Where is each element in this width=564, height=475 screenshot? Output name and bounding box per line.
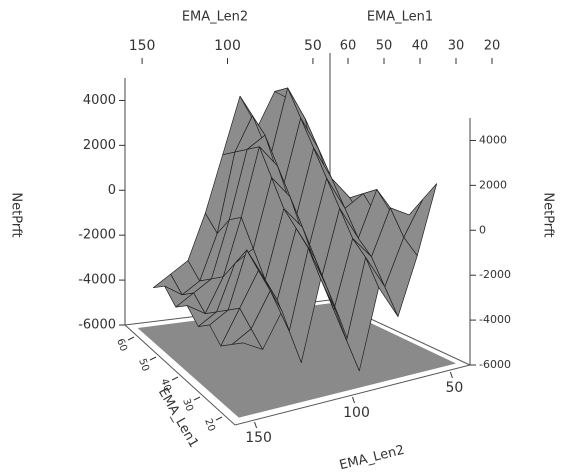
x-tick-label-bottom: 50 (446, 380, 464, 396)
y-tick-label-top: 50 (376, 39, 393, 54)
x-axis-title-bottom: EMA_Len2 (338, 443, 406, 474)
y-tick-label-top: 30 (448, 39, 465, 54)
z-tick-label: -4000 (78, 273, 116, 288)
y-tick-label-bottom: 40 (158, 377, 173, 393)
y-axis-title-top: EMA_Len1 (367, 10, 433, 25)
y-tick (127, 336, 135, 341)
x-tick-label-bottom: 150 (245, 430, 272, 446)
x-tick-label-top: 150 (129, 38, 156, 54)
y-tick-label-top: 60 (340, 39, 357, 54)
x-tick (254, 421, 258, 429)
z-tick-label: -4000 (479, 313, 511, 326)
z-tick-label: 0 (108, 183, 116, 198)
x-tick (352, 396, 355, 404)
z-axis-title-right: NetPrft (541, 192, 556, 237)
z-tick-label: -6000 (479, 358, 511, 371)
y-tick (215, 416, 223, 421)
x-tick-label-top: 50 (304, 38, 322, 54)
z-tick-label: 0 (479, 223, 486, 236)
z-tick-label: -2000 (78, 228, 116, 243)
x-tick-label-bottom: 100 (343, 405, 370, 421)
y-tick-label-bottom: 50 (136, 357, 151, 373)
x-tick-label-top: 100 (214, 38, 241, 54)
z-tick-label: 2000 (479, 178, 507, 191)
z-tick-label: -6000 (78, 318, 116, 333)
y-tick (149, 356, 157, 361)
y-tick-label-bottom: 20 (202, 417, 217, 433)
z-tick-label: 4000 (83, 93, 116, 108)
y-axis-title-bottom: EMA_Len1 (155, 386, 201, 451)
y-tick (193, 396, 201, 401)
y-tick-label-bottom: 60 (114, 337, 129, 353)
x-tick (449, 371, 453, 379)
x-axis-title-top: EMA_Len2 (182, 10, 248, 25)
surface-patch (403, 183, 438, 256)
y-tick-label-bottom: 30 (180, 397, 195, 413)
z-tick-label: 2000 (83, 138, 116, 153)
z-axis-title-left: NetPrft (9, 192, 24, 237)
y-tick-label-top: 40 (412, 39, 429, 54)
y-tick (171, 376, 179, 381)
z-tick-label: 4000 (479, 133, 507, 146)
z-tick-label: -2000 (479, 268, 511, 281)
y-tick-label-top: 20 (484, 39, 501, 54)
